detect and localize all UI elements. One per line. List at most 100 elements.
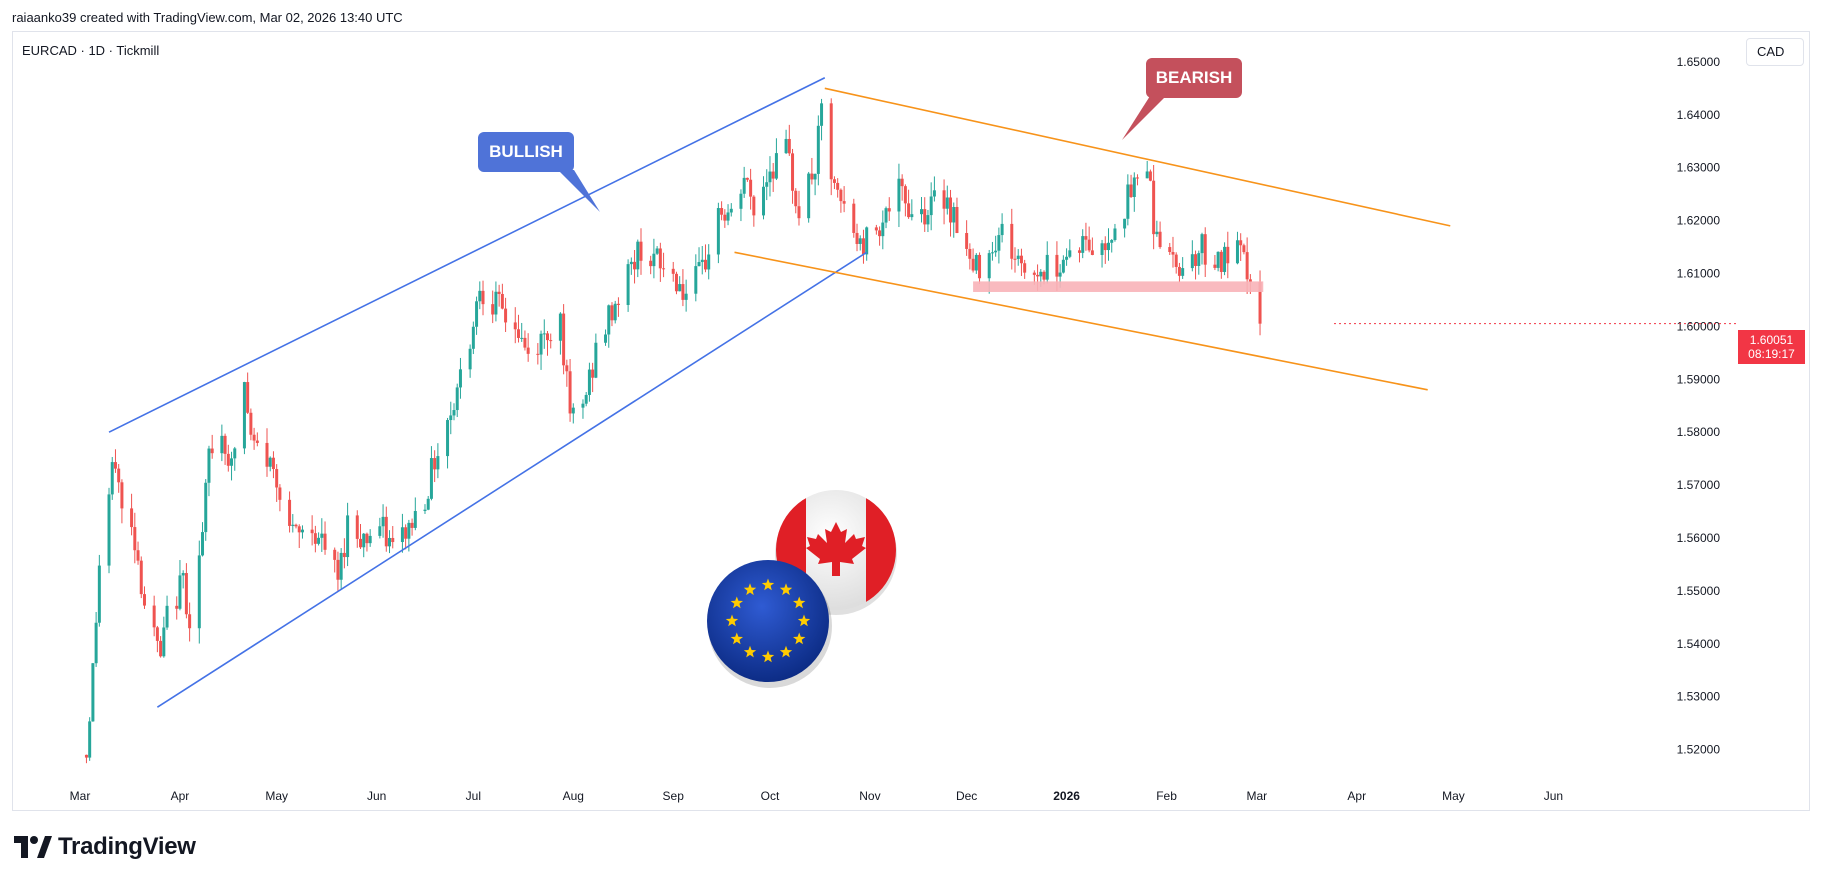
candle: [829, 98, 833, 196]
candle: [1068, 239, 1072, 259]
candle: [400, 513, 404, 553]
candle: [658, 242, 662, 282]
candle: [994, 235, 998, 257]
candle: [1226, 231, 1230, 279]
candle: [1090, 237, 1094, 256]
candle: [613, 300, 617, 324]
candle: [694, 254, 698, 302]
candle: [813, 173, 817, 196]
candle: [513, 307, 517, 344]
candle: [410, 518, 414, 536]
currency-button[interactable]: CAD: [1746, 38, 1804, 66]
candle: [1103, 236, 1107, 264]
candle: [636, 239, 640, 278]
bearish-channel-line[interactable]: [824, 87, 1451, 227]
candle: [542, 319, 546, 349]
candle: [1242, 243, 1246, 255]
candle: [878, 226, 882, 246]
chart-panel[interactable]: [12, 31, 1810, 811]
candle: [839, 188, 843, 213]
candle: [807, 171, 811, 223]
candle: [1019, 248, 1023, 276]
candle: [784, 129, 788, 155]
candle: [1158, 221, 1162, 249]
candle: [771, 163, 775, 192]
candle: [133, 512, 137, 564]
eu-star: [793, 632, 806, 645]
candle: [787, 124, 791, 156]
price-tick-label: 1.62000: [1677, 214, 1721, 228]
candle: [516, 314, 520, 343]
candle: [558, 312, 562, 355]
candle: [491, 290, 495, 324]
candle: [520, 322, 524, 342]
candle: [1235, 231, 1239, 265]
candle: [629, 257, 633, 275]
candle: [159, 636, 163, 658]
candle: [288, 491, 292, 533]
candle: [1113, 223, 1117, 242]
price-tick-label: 1.53000: [1677, 690, 1721, 704]
time-tick-label: Dec: [956, 789, 977, 803]
candle: [626, 259, 630, 312]
candle: [275, 464, 279, 502]
candle: [897, 163, 901, 228]
candle: [752, 195, 756, 227]
candle: [794, 188, 798, 214]
price-tick-label: 1.60000: [1677, 319, 1721, 333]
tradingview-logo[interactable]: TradingView: [14, 833, 196, 861]
candle: [265, 428, 269, 477]
candle: [242, 381, 246, 455]
candle: [900, 174, 904, 201]
eu-star: [779, 583, 793, 596]
price-tick-label: 1.54000: [1677, 637, 1721, 651]
candle: [1177, 262, 1181, 283]
candle: [568, 358, 572, 422]
support-zone[interactable]: [973, 281, 1264, 292]
bullish-callout-pointer: [558, 170, 600, 212]
candle: [323, 521, 327, 555]
candle: [1152, 165, 1156, 250]
candle: [820, 98, 824, 141]
candle: [684, 279, 688, 312]
last-price-badge: 1.60051 08:19:17: [1738, 330, 1805, 364]
candle: [723, 209, 727, 228]
candle: [726, 204, 730, 226]
candle: [671, 261, 675, 282]
candle: [881, 210, 885, 250]
price-tick-label: 1.55000: [1677, 584, 1721, 598]
bearish-channel-line[interactable]: [734, 251, 1428, 391]
candle: [1045, 241, 1049, 284]
bullish-channel-line[interactable]: [108, 77, 826, 433]
candle: [494, 281, 498, 322]
candle: [1136, 174, 1140, 186]
candle: [739, 189, 743, 222]
candle: [136, 541, 140, 565]
candle: [1200, 232, 1204, 265]
candle: [655, 246, 659, 255]
candle: [990, 241, 994, 261]
candle: [504, 297, 508, 332]
candle: [468, 344, 472, 378]
candle: [1155, 220, 1159, 237]
time-tick-label: May: [1442, 789, 1465, 803]
candle: [1081, 229, 1085, 259]
candle: [523, 330, 527, 351]
candle: [607, 304, 611, 348]
candle: [861, 229, 865, 264]
bullish-channel-line[interactable]: [156, 251, 868, 708]
candle: [455, 383, 459, 418]
candle: [471, 321, 475, 355]
candle: [433, 450, 437, 483]
candles-layer: [84, 98, 1262, 764]
candle: [429, 446, 433, 501]
eu-star: [743, 583, 757, 596]
candle: [565, 359, 569, 387]
candle: [97, 554, 101, 627]
bearish-callout-pointer: [1122, 96, 1166, 140]
candle: [346, 502, 350, 567]
time-tick-label: Nov: [859, 789, 880, 803]
candle: [952, 202, 956, 238]
symbol-label[interactable]: EURCAD · 1D · Tickmill: [22, 43, 160, 58]
